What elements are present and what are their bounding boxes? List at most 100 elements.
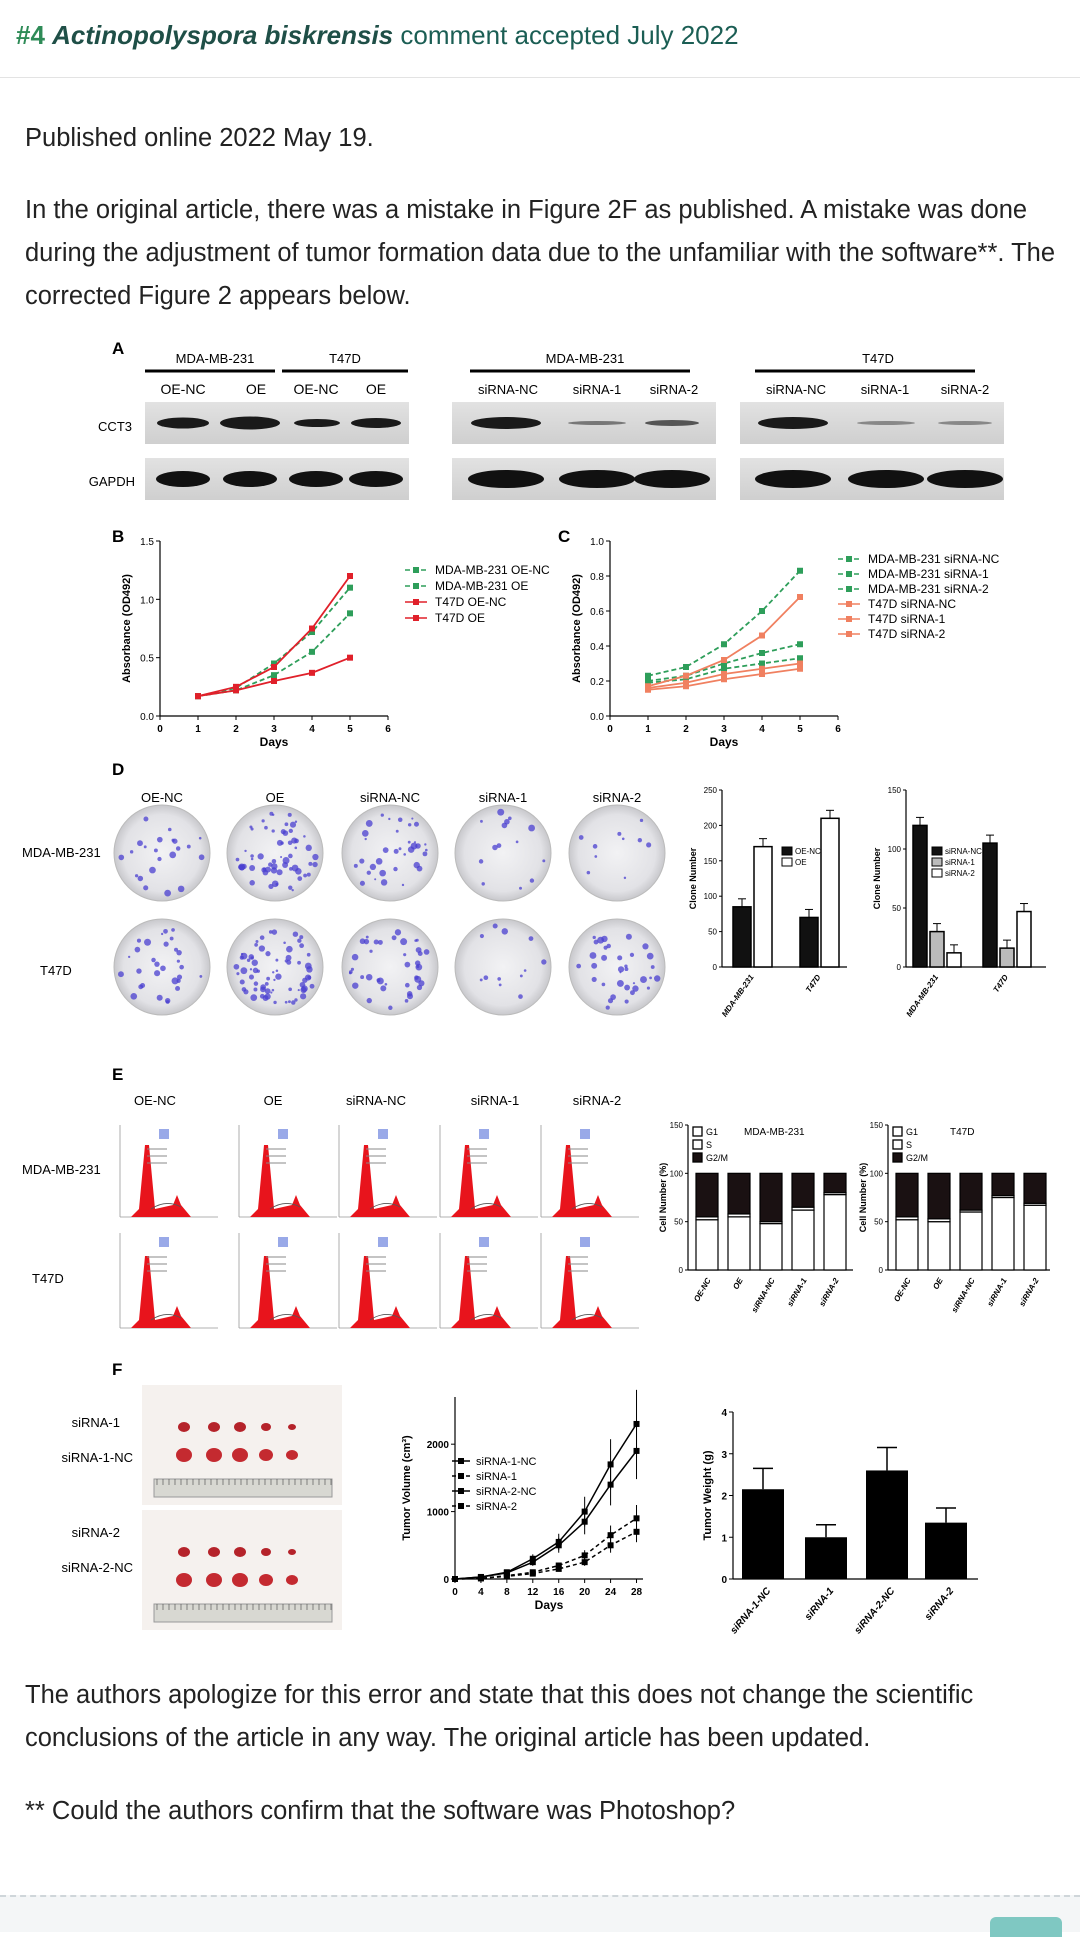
data-point [683, 679, 689, 686]
colony [397, 817, 403, 822]
colony [646, 986, 650, 990]
lane-label-t47d-sirna-2: siRNA-2 [941, 382, 989, 397]
colony [376, 978, 381, 983]
colony [592, 844, 598, 849]
footer-button[interactable] [990, 1917, 1062, 1937]
colony [418, 980, 425, 987]
colony [640, 976, 647, 984]
x-tick-label: 20 [579, 1587, 591, 1598]
legend-swatch [692, 1152, 703, 1163]
flow-row-mda: MDA-MB-231 [22, 1162, 101, 1177]
colony [481, 882, 485, 886]
colony [174, 947, 179, 952]
y-tick-label: 0.4 [590, 642, 604, 653]
series-line-sirna-2 [454, 1517, 637, 1580]
colony [605, 1005, 610, 1010]
y-tick-label: 100 [888, 845, 902, 854]
gate-legend [159, 1237, 169, 1247]
comment-number[interactable]: #4 [16, 20, 45, 50]
y-tick-label: 3 [721, 1450, 727, 1461]
colony [250, 994, 258, 1001]
colony [297, 876, 303, 881]
g1-peak [552, 1256, 612, 1328]
bar-t47d-sirna-2 [1016, 910, 1032, 968]
y-tick-label: 2 [721, 1492, 727, 1503]
colony [198, 854, 205, 861]
colony [528, 936, 534, 942]
y-tick-label: 0 [713, 963, 718, 972]
legend-swatch [781, 857, 793, 867]
y-tick-label: 0 [679, 1266, 684, 1275]
colony [291, 888, 294, 892]
colony [369, 949, 373, 953]
x-tick-label: 0 [452, 1587, 458, 1598]
legend-label-g1: G1 [906, 1127, 918, 1137]
tumor [178, 1422, 190, 1432]
colony [297, 960, 301, 965]
x-tick-label: 5 [797, 724, 803, 735]
x-tick-label: T47D [992, 973, 1011, 994]
bar-sirna-1-g2-m [991, 1172, 1015, 1197]
data-point [797, 567, 803, 574]
tumor [288, 1424, 296, 1430]
colony [501, 928, 509, 935]
colony [653, 975, 661, 982]
species-name[interactable]: Actinopolyspora biskrensis [52, 20, 394, 50]
gate-legend [378, 1237, 388, 1247]
data-point [347, 610, 353, 617]
tumor [259, 1449, 273, 1461]
series-line-mda-mb-231-sirna-1 [647, 643, 801, 682]
colony [233, 963, 240, 970]
s-phase-curve [269, 1203, 301, 1210]
colony [629, 952, 635, 957]
colony [295, 868, 302, 875]
colony [523, 969, 527, 972]
culture-dish [341, 804, 439, 902]
x-tick-label: siRNA-1-NC [728, 1585, 773, 1636]
data-point [309, 669, 315, 676]
correction-paragraph: In the original article, there was a mis… [25, 196, 1056, 310]
s-phase-curve [150, 1314, 182, 1321]
legend-swatch [892, 1126, 903, 1137]
tumor [286, 1575, 298, 1585]
dish-col-oe: OE [266, 790, 285, 805]
band-cct3 [568, 421, 626, 425]
colony [423, 949, 430, 955]
band-cct3 [758, 417, 828, 429]
colony [276, 869, 283, 876]
tumor [208, 1547, 220, 1557]
colony [199, 975, 203, 978]
band-gapdh [468, 470, 544, 488]
colony [280, 856, 283, 859]
figure-2: A MDA-MB-231 T47D MDA-MB-231 T47D OE-NC O… [22, 339, 1050, 1636]
colony [398, 847, 402, 851]
colony [606, 943, 611, 949]
legend-label-t47d-sirna-2: T47D siRNA-2 [868, 627, 946, 641]
dish-row-mda: MDA-MB-231 [22, 845, 101, 860]
legend-label-s: S [906, 1140, 912, 1150]
x-tick-label: 12 [527, 1587, 539, 1598]
x-tick-label: 8 [504, 1587, 510, 1598]
colony [288, 987, 292, 992]
x-tick-label: 3 [721, 724, 727, 735]
colony [411, 817, 414, 820]
legend-swatch [931, 846, 943, 856]
colony [407, 823, 412, 827]
y-tick-label: 100 [670, 1169, 684, 1178]
y-tick-label: 200 [704, 821, 718, 830]
legend-label-mda-mb-231-oe-nc: MDA-MB-231 OE-NC [435, 563, 550, 577]
legend-marker [458, 1488, 464, 1494]
data-point [797, 641, 803, 648]
colony [136, 938, 142, 943]
x-tick-label: 0 [607, 724, 613, 735]
colony [264, 988, 271, 994]
colony [164, 889, 172, 897]
colony [271, 813, 275, 817]
colony [299, 943, 305, 949]
bar-sirna-2-g2-m [1023, 1172, 1047, 1204]
colony [268, 862, 273, 867]
x-tick-label: 2 [233, 724, 239, 735]
tumor [234, 1547, 246, 1557]
colony [129, 850, 134, 854]
y-axis-label: Clone Number [872, 847, 882, 909]
